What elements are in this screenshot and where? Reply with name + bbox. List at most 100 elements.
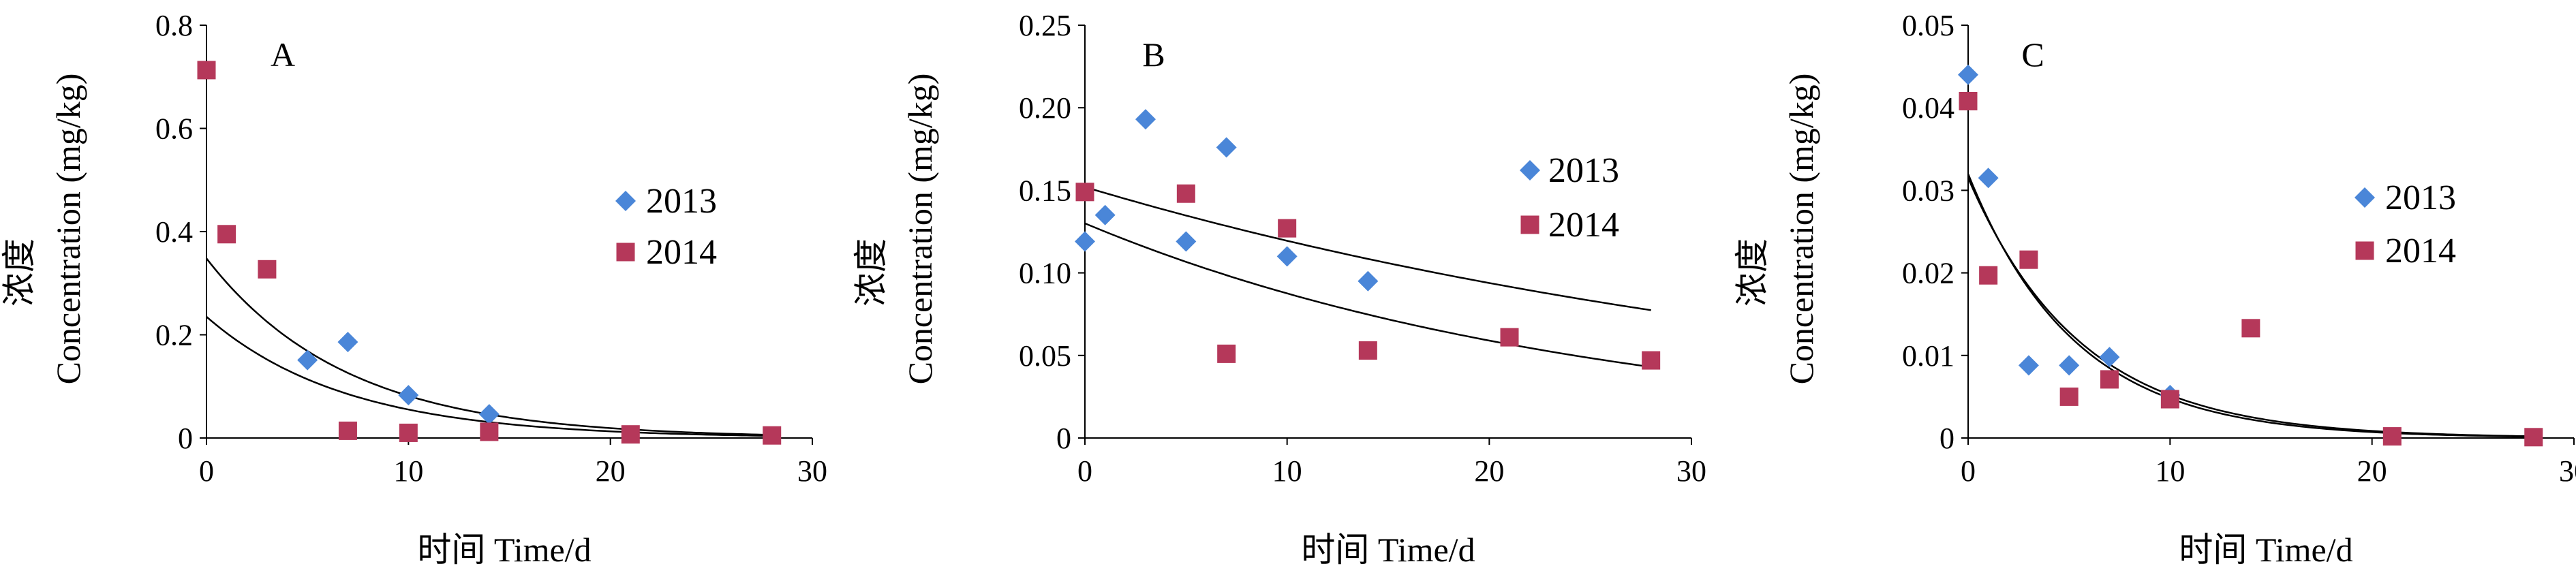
chart-panel-b: 0 0.05 0.10 0.15 0.20 0.25 0 10 20 30 时间 Time/d 浓度 C… <box>852 9 1706 569</box>
chart-panel-c: 00.010.020.030.040.050102030时间 Time/d浓度C… <box>1733 9 2576 569</box>
x-tick-label: 10 <box>393 454 423 488</box>
data-point-2014 <box>258 260 277 279</box>
x-tick-label: 20 <box>1474 454 1504 488</box>
data-point-2013 <box>2099 347 2120 368</box>
data-point-2014 <box>399 423 418 442</box>
x-tick-label: 10 <box>1272 454 1302 488</box>
x-tick-label: 30 <box>797 454 827 488</box>
y-tick-label: 0.15 <box>1019 174 1071 207</box>
x-tick-label: 30 <box>2559 454 2576 488</box>
x-axis-label: 时间 Time/d <box>417 531 591 569</box>
fit-curve <box>1084 186 1651 311</box>
data-point-2014 <box>763 426 782 445</box>
y-axis-label-cn: 浓度 <box>1733 238 1771 307</box>
data-point-2013 <box>1094 204 1116 225</box>
data-point-2013 <box>478 404 500 425</box>
x-tick-label: 0 <box>1077 454 1092 488</box>
data-point-2014 <box>1500 328 1519 347</box>
y-tick-label: 0.4 <box>155 215 193 249</box>
data-point-2014 <box>2382 427 2402 446</box>
x-tick-label: 30 <box>1676 454 1706 488</box>
data-point-2014 <box>1959 92 1978 111</box>
data-point-2013 <box>1276 246 1298 267</box>
legend-marker-2013 <box>615 191 636 211</box>
legend-label: 2014 <box>646 233 717 272</box>
data-point-2013 <box>2018 355 2039 376</box>
x-axis-label: 时间 Time/d <box>2179 531 2352 569</box>
data-point-2014 <box>621 425 640 444</box>
legend-label: 2013 <box>646 182 717 221</box>
legend-marker-2013 <box>2355 187 2375 208</box>
data-point-2013 <box>1135 109 1156 130</box>
x-tick-label: 20 <box>2357 454 2387 488</box>
data-point-2014 <box>2019 250 2038 269</box>
panel-letter: B <box>1142 35 1165 74</box>
legend-label: 2013 <box>1548 151 1619 190</box>
y-axis-label-cn: 浓度 <box>852 238 890 307</box>
data-point-2014 <box>1358 341 1377 360</box>
fit-curve <box>1967 177 2534 437</box>
data-point-2014 <box>338 421 357 440</box>
data-point-2014 <box>1642 351 1661 370</box>
y-tick-label: 0.6 <box>155 112 193 146</box>
data-point-2014 <box>480 422 499 441</box>
data-point-2013 <box>1176 231 1197 252</box>
data-point-2013 <box>337 332 358 353</box>
y-tick-label: 0.10 <box>1019 257 1071 290</box>
data-point-2014 <box>1176 184 1195 203</box>
legend-label: 2013 <box>2385 178 2456 217</box>
legend-label: 2014 <box>1548 206 1619 245</box>
y-tick-label: 0.2 <box>155 319 193 352</box>
data-point-2014 <box>1217 344 1236 363</box>
data-point-2013 <box>1358 270 1379 292</box>
x-axis-label: 时间 Time/d <box>1301 531 1475 569</box>
y-axis-label: Concentration (mg/kg) <box>49 74 87 385</box>
chart-panel-a: 0 0.2 0.4 0.6 0.8 0 10 20 30 时间 Time/d 浓度 Concentra… <box>0 9 827 569</box>
y-axis-label: Concentration (mg/kg) <box>1782 74 1820 385</box>
data-point-2014 <box>1979 266 1998 285</box>
y-tick-label: 0 <box>1056 422 1071 455</box>
data-point-2013 <box>297 349 318 371</box>
y-tick-label: 0.01 <box>1902 339 1954 373</box>
legend-marker-2014 <box>2355 241 2374 260</box>
data-point-2014 <box>2241 319 2260 338</box>
data-point-2013 <box>1216 137 1237 158</box>
legend-marker-2013 <box>1520 160 1540 181</box>
data-point-2013 <box>1958 64 1978 85</box>
y-axis-label-cn: 浓度 <box>0 238 38 307</box>
legend-marker-2014 <box>1520 215 1539 234</box>
x-tick-label: 0 <box>199 454 214 488</box>
x-tick-label: 0 <box>1961 454 1976 488</box>
data-point-2014 <box>2100 370 2119 389</box>
y-tick-label: 0.05 <box>1902 9 1954 42</box>
y-axis-label: Concentration (mg/kg) <box>901 74 939 385</box>
legend-label: 2014 <box>2385 232 2456 270</box>
x-tick-label: 10 <box>2155 454 2185 488</box>
data-point-2014 <box>217 225 236 244</box>
y-tick-label: 0.03 <box>1902 174 1954 207</box>
panel-letter: C <box>2021 35 2044 74</box>
data-point-2014 <box>197 61 216 80</box>
data-point-2014 <box>2059 387 2079 406</box>
legend-marker-2014 <box>616 242 635 262</box>
data-point-2014 <box>2524 428 2543 447</box>
y-tick-label: 0.05 <box>1019 339 1071 373</box>
data-point-2014 <box>1075 183 1094 202</box>
data-point-2013 <box>2059 355 2080 376</box>
data-point-2014 <box>2160 390 2179 409</box>
fit-curve <box>1084 222 1651 368</box>
y-tick-label: 0 <box>1939 422 1954 455</box>
y-tick-label: 0.8 <box>155 9 193 42</box>
x-tick-label: 20 <box>596 454 626 488</box>
y-tick-label: 0.04 <box>1902 91 1954 125</box>
panel-letter: A <box>271 35 295 74</box>
y-tick-label: 0 <box>178 422 193 455</box>
data-point-2013 <box>1075 231 1095 252</box>
y-tick-label: 0.02 <box>1902 257 1954 290</box>
data-point-2014 <box>1278 219 1297 238</box>
data-point-2013 <box>1978 168 1999 189</box>
y-tick-label: 0.25 <box>1019 9 1071 42</box>
y-tick-label: 0.20 <box>1019 91 1071 125</box>
data-point-2013 <box>398 385 419 406</box>
